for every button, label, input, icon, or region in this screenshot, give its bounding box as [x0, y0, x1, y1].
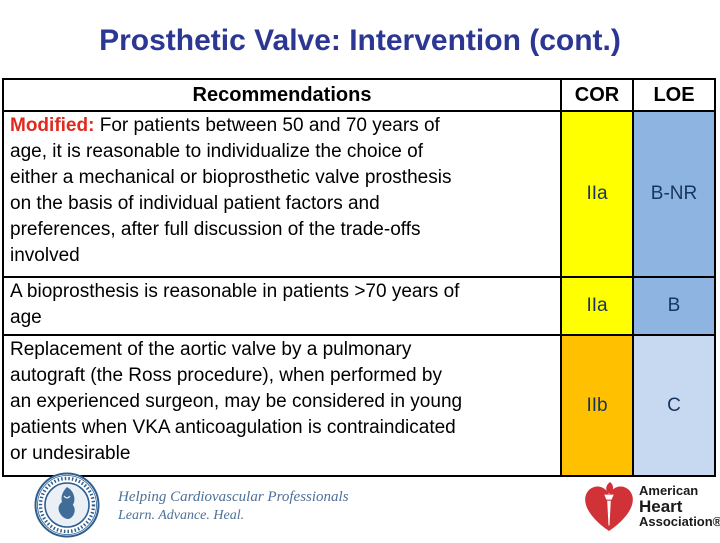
recommendation-body-3: Replacement of the aortic valve by a pul…	[10, 339, 463, 464]
recommendation-body-2: A bioprosthesis is reasonable in patient…	[10, 281, 460, 328]
column-header-loe: LOE	[632, 78, 716, 112]
recommendation-text-1: Modified: For patients between 50 and 70…	[2, 110, 562, 278]
aha-heart-torch-icon	[585, 482, 633, 531]
cor-value-1: IIa	[560, 110, 634, 278]
aha-logo: American Heart Association®	[583, 480, 720, 532]
table-row: A bioprosthesis is reasonable in patient…	[2, 276, 716, 336]
page-title: Prosthetic Valve: Intervention (cont.)	[99, 24, 621, 57]
acc-tagline: Helping Cardiovascular Professionals Lea…	[118, 488, 349, 525]
loe-value-3: C	[632, 334, 716, 477]
table-row: Modified: For patients between 50 and 70…	[2, 110, 716, 278]
recommendations-table: Recommendations COR LOE Modified: For pa…	[2, 78, 716, 477]
recommendation-text-2: A bioprosthesis is reasonable in patient…	[2, 276, 562, 336]
acc-seal-icon	[34, 472, 100, 538]
aha-word-american: American	[639, 483, 699, 498]
acc-tagline-line2: Learn. Advance. Heal.	[118, 508, 245, 523]
loe-value-1: B-NR	[632, 110, 716, 278]
aha-word-heart: Heart	[639, 497, 683, 516]
cor-value-3: IIb	[560, 334, 634, 477]
recommendation-body-1: For patients between 50 and 70 years of …	[10, 115, 452, 266]
acc-tagline-line1: Helping Cardiovascular Professionals	[118, 489, 349, 505]
column-header-cor: COR	[560, 78, 634, 112]
acc-seal-logo	[34, 472, 100, 538]
table-header-row: Recommendations COR LOE	[2, 78, 716, 112]
aha-logo-text: American Heart Association®	[639, 484, 720, 529]
table-row: Replacement of the aortic valve by a pul…	[2, 334, 716, 477]
column-header-recommendations: Recommendations	[2, 78, 562, 112]
modified-label: Modified:	[10, 115, 95, 136]
loe-value-2: B	[632, 276, 716, 336]
aha-word-association: Association®	[639, 514, 720, 529]
recommendation-text-3: Replacement of the aortic valve by a pul…	[2, 334, 562, 477]
cor-value-2: IIa	[560, 276, 634, 336]
